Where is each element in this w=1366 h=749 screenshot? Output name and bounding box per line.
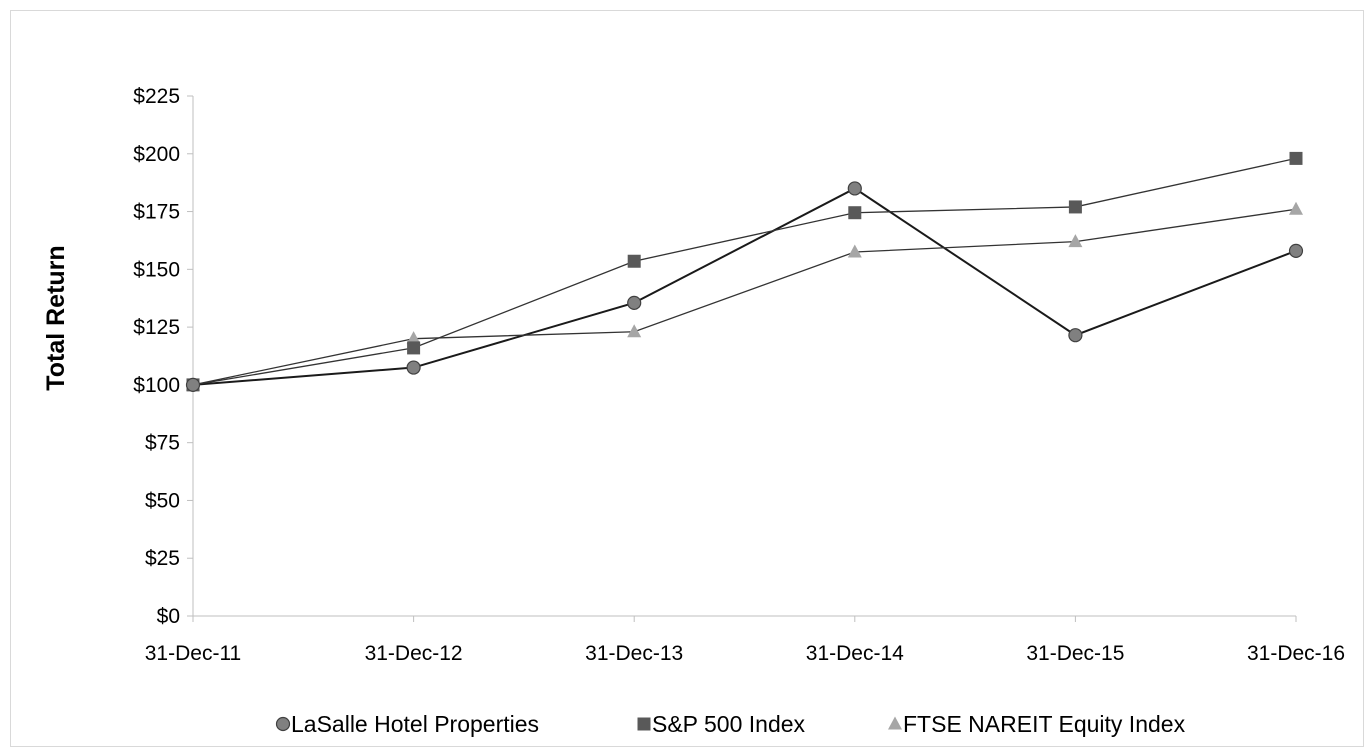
y-ticks: $0 $25 $50 $75 $100 $125 $150 $175 $200 $225 <box>133 85 193 628</box>
x-tick-label: 31-Dec-16 <box>1247 642 1345 665</box>
y-tick-label: $125 <box>133 316 180 339</box>
legend-marker-lasalle <box>275 716 291 732</box>
chart-frame <box>10 10 1364 747</box>
y-tick-label: $75 <box>145 432 180 455</box>
data-point-ftse-nareit <box>1289 201 1303 215</box>
data-point-lasalle <box>847 181 862 196</box>
x-tick-label: 31-Dec-12 <box>365 642 463 665</box>
data-point-ftse-nareit <box>406 331 421 345</box>
x-ticks: 31-Dec-11 31-Dec-12 31-Dec-13 31-Dec-14 31-D… <box>145 616 1345 665</box>
series-markers <box>185 151 1304 392</box>
data-point-sp500 <box>1289 151 1303 165</box>
legend-label-ftse-nareit: FTSE NAREIT Equity Index <box>903 711 1186 737</box>
x-tick-label: 31-Dec-15 <box>1026 642 1124 665</box>
x-tick-label: 31-Dec-11 <box>145 642 242 665</box>
x-tick-label: 31-Dec-13 <box>585 642 683 665</box>
y-tick-label: $225 <box>133 85 180 108</box>
legend-marker-ftse-nareit <box>888 716 902 730</box>
x-tick-label: 31-Dec-14 <box>806 642 904 665</box>
data-point-lasalle <box>1288 243 1304 258</box>
legend-label-sp500: S&P 500 Index <box>652 711 806 737</box>
data-point-ftse-nareit <box>1068 234 1083 248</box>
data-point-sp500 <box>407 341 421 355</box>
series-line-sp500 <box>192 157 1297 386</box>
data-point-lasalle <box>1068 328 1083 343</box>
data-point-sp500 <box>627 254 641 268</box>
legend-label-lasalle: LaSalle Hotel Properties <box>291 711 539 737</box>
data-point-ftse-nareit <box>847 244 862 258</box>
data-point-lasalle <box>185 377 201 392</box>
data-point-lasalle <box>627 295 642 310</box>
data-point-ftse-nareit <box>627 324 642 338</box>
y-tick-label: $0 <box>157 605 180 628</box>
legend-marker-sp500 <box>637 717 651 731</box>
series-line-lasalle <box>192 187 1297 386</box>
series-lines <box>192 157 1297 386</box>
data-point-sp500 <box>848 206 862 220</box>
data-point-lasalle <box>406 360 421 375</box>
y-axis-title: Total Return <box>42 245 70 390</box>
y-tick-label: $200 <box>133 143 180 166</box>
axes <box>192 96 1296 617</box>
y-tick-label: $25 <box>145 547 180 570</box>
y-tick-label: $100 <box>133 374 180 397</box>
series-line-ftse-nareit <box>192 208 1297 386</box>
y-tick-label: $175 <box>133 201 180 224</box>
y-tick-label: $50 <box>145 489 180 512</box>
data-point-sp500 <box>1068 200 1082 214</box>
y-tick-label: $150 <box>133 258 180 281</box>
legend: LaSalle Hotel Properties S&P 500 Index FTS… <box>275 711 1186 737</box>
